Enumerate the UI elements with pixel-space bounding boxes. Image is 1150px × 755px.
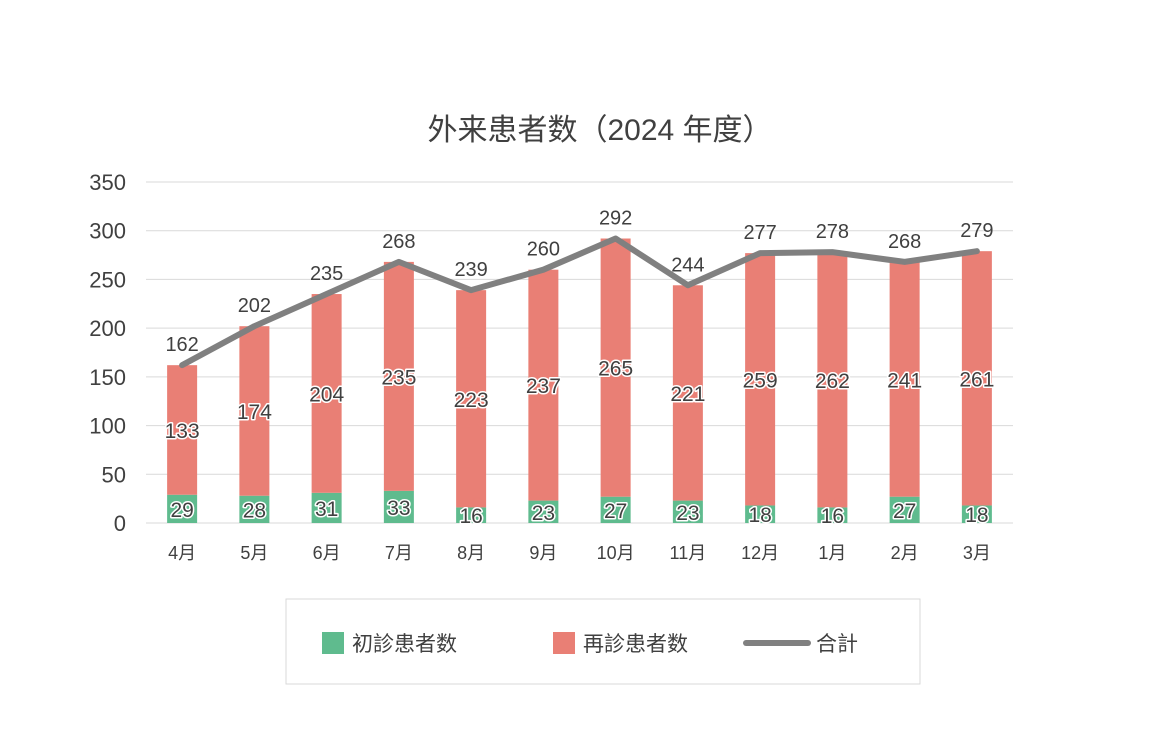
bar-first-visit [456, 507, 487, 523]
label-first-visit: 16 [821, 505, 844, 528]
x-tick-label: 2月 [891, 543, 919, 563]
y-tick-label: 300 [89, 219, 126, 244]
y-axis: 0 50 100 150 200 250 300 350 [89, 170, 126, 536]
label-revisit: 241 [887, 369, 922, 392]
label-revisit: 133 [165, 420, 200, 443]
legend-label-total: 合計 [816, 633, 858, 656]
bar-revisit [817, 252, 848, 508]
label-revisit: 262 [815, 370, 850, 393]
data-labels: 29 133 162 28 174 202 31 204 235 33 235 268 16 223 239… [163, 208, 996, 530]
chart-title: 外来患者数（2024 年度） [427, 114, 772, 147]
gridlines [146, 181, 1013, 524]
y-tick-label: 250 [89, 267, 126, 292]
y-tick-label: 100 [89, 414, 126, 439]
label-revisit: 265 [598, 358, 633, 381]
label-first-visit: 33 [387, 497, 410, 520]
bar-first-visit [239, 495, 270, 523]
y-tick-label: 200 [89, 316, 126, 341]
label-total: 278 [816, 221, 849, 243]
bar-revisit [456, 290, 487, 508]
bar-revisit [961, 251, 992, 506]
label-total: 279 [960, 220, 993, 242]
bar-first-visit [383, 490, 414, 523]
label-total: 268 [888, 231, 921, 253]
bar-first-visit [961, 505, 992, 523]
label-total: 244 [671, 254, 704, 276]
bar-revisit [239, 326, 270, 496]
x-tick-label: 11月 [670, 543, 707, 563]
label-revisit: 223 [454, 389, 489, 412]
x-tick-label: 9月 [529, 543, 557, 563]
label-first-visit: 18 [965, 504, 988, 527]
label-total: 202 [238, 295, 271, 317]
legend-label-revisit: 再診患者数 [583, 633, 688, 656]
bar-revisit [889, 261, 920, 497]
label-revisit: 204 [309, 383, 344, 406]
x-tick-label: 5月 [240, 543, 268, 563]
line-total [179, 235, 980, 369]
label-revisit: 221 [670, 383, 705, 406]
label-revisit: 261 [959, 368, 994, 391]
bar-first-visit [311, 492, 342, 523]
x-tick-label: 1月 [818, 543, 846, 563]
label-first-visit: 27 [604, 500, 627, 523]
label-revisit: 174 [237, 401, 272, 424]
label-first-visit: 31 [315, 498, 338, 521]
bar-first-visit [889, 496, 920, 523]
label-first-visit: 18 [748, 504, 771, 527]
x-tick-label: 7月 [385, 543, 413, 563]
bar-first-visit [167, 494, 198, 523]
label-revisit: 259 [743, 369, 778, 392]
bar-first-visit [745, 505, 776, 523]
y-tick-label: 0 [114, 511, 126, 536]
legend-swatch-first-visit [322, 632, 344, 654]
x-axis: 4月 5月 6月 7月 8月 9月 10月 11月 12月 1月 2月 3月 [168, 543, 991, 563]
label-total: 268 [382, 231, 415, 253]
label-total: 292 [599, 208, 632, 230]
legend-label-first-visit: 初診患者数 [352, 633, 457, 656]
label-total: 260 [527, 239, 560, 261]
bar-revisit [600, 238, 631, 497]
label-first-visit: 29 [170, 499, 193, 522]
bar-revisit [383, 261, 414, 491]
label-total: 277 [743, 222, 776, 244]
x-tick-label: 10月 [597, 543, 635, 563]
bar-first-visit [817, 507, 848, 523]
label-total: 235 [310, 263, 343, 285]
bar-revisit [167, 365, 198, 495]
label-total: 239 [454, 259, 487, 281]
y-tick-label: 150 [89, 365, 126, 390]
y-tick-label: 50 [102, 462, 126, 487]
label-total: 162 [165, 334, 198, 356]
x-tick-label: 12月 [741, 543, 779, 563]
bar-first-visit [600, 496, 631, 523]
bars [167, 238, 992, 523]
total-line [179, 235, 980, 369]
bar-first-visit [672, 500, 703, 523]
label-first-visit: 28 [243, 499, 266, 522]
legend: 初診患者数 再診患者数 合計 [285, 598, 921, 685]
bar-revisit [528, 269, 559, 501]
legend-box [285, 598, 921, 685]
x-tick-label: 8月 [457, 543, 485, 563]
y-tick-label: 350 [89, 170, 126, 195]
x-tick-label: 6月 [313, 543, 341, 563]
x-tick-label: 3月 [963, 543, 991, 563]
bar-revisit [311, 294, 342, 493]
label-first-visit: 16 [459, 505, 482, 528]
bar-first-visit [528, 500, 559, 523]
label-first-visit: 23 [532, 502, 555, 525]
legend-swatch-revisit [553, 632, 575, 654]
bar-revisit [672, 285, 703, 501]
label-first-visit: 23 [676, 502, 699, 525]
bar-revisit [745, 253, 776, 506]
label-first-visit: 27 [893, 500, 916, 523]
x-tick-label: 4月 [168, 543, 196, 563]
label-revisit: 237 [526, 375, 561, 398]
label-revisit: 235 [381, 366, 416, 389]
